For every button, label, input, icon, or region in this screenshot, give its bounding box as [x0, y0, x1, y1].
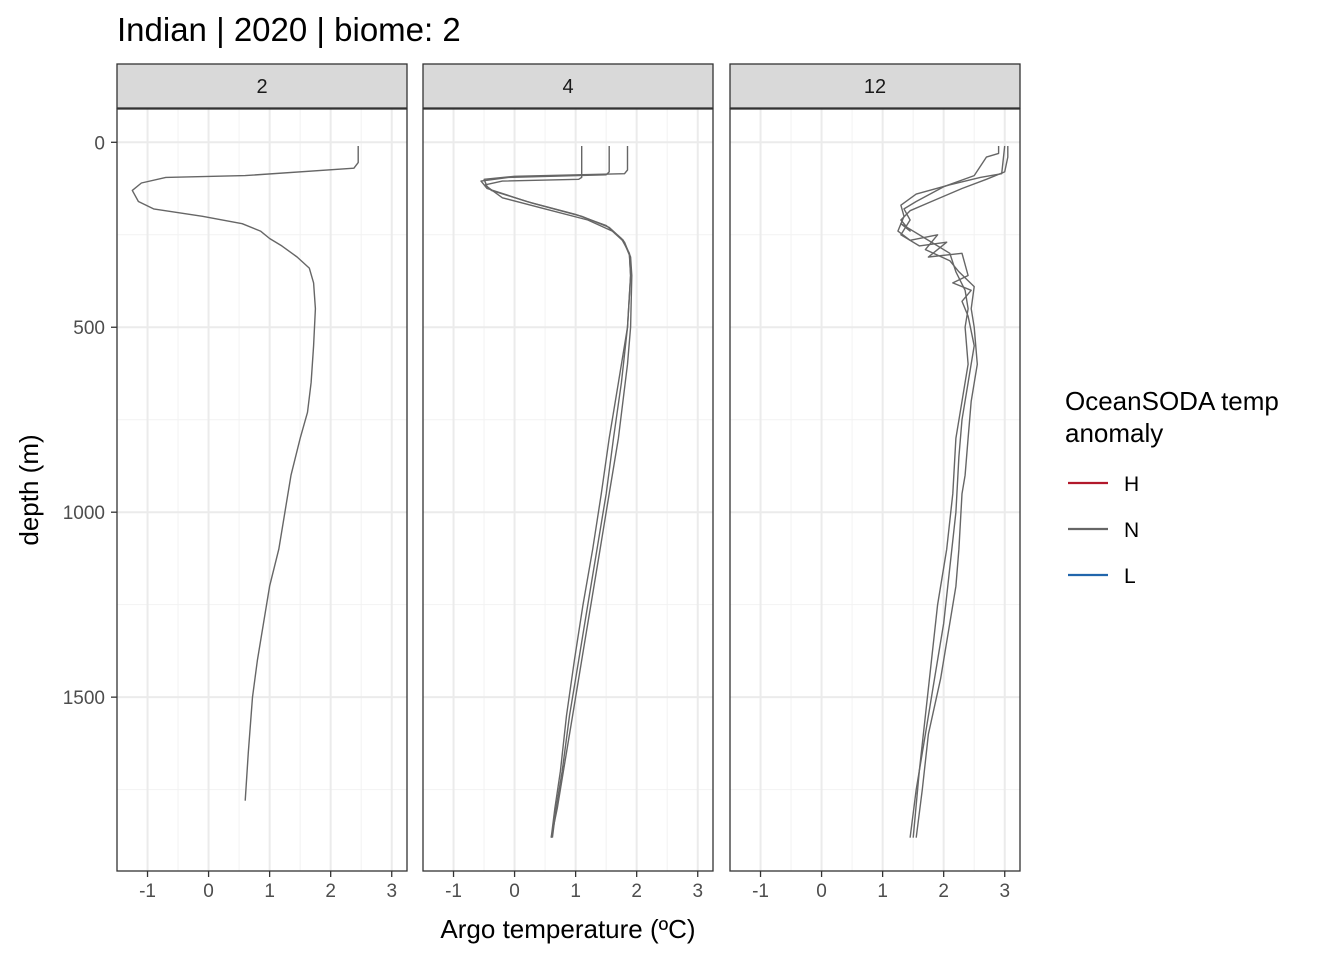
x-tick-label: 3	[692, 881, 703, 902]
x-tick-label: 1	[570, 881, 581, 902]
facet-panels: 2-1 0 1 2 34-1 0 1 2 312-1 0 1 2 3	[116, 63, 1021, 902]
profile-line-n	[484, 146, 632, 838]
facet-strip-label: 12	[864, 76, 886, 98]
legend-label: H	[1124, 473, 1139, 496]
y-axis: 0 500 1000 1500	[63, 133, 117, 709]
profile-line-n	[897, 145, 1006, 838]
panel-background	[117, 109, 407, 871]
legend-entry-h: H	[1068, 473, 1139, 496]
y-tick-label: 500	[73, 318, 105, 339]
legend-title-line-1: OceanSODA temp	[1065, 386, 1279, 416]
y-tick-label: 0	[94, 133, 105, 154]
x-tick-label: 2	[325, 881, 336, 902]
legend-entries: HNL	[1068, 473, 1139, 588]
facet-strip-label: 2	[256, 76, 267, 98]
facet-strip-label: 4	[562, 76, 573, 98]
x-tick-label: 3	[999, 881, 1010, 902]
legend: OceanSODA temp anomaly HNL	[1065, 386, 1279, 588]
x-tick-label: 3	[386, 881, 397, 902]
y-tick-label: 1500	[63, 688, 105, 709]
legend-title-line-2: anomaly	[1065, 418, 1163, 448]
panel-background	[423, 109, 713, 871]
facet-panel-4: 4 -1 0 1 2 3	[422, 63, 714, 902]
legend-label: N	[1124, 519, 1139, 542]
x-axis-title: Argo temperature (ºC)	[440, 914, 695, 944]
panel-border	[422, 108, 714, 872]
x-tick-label: 0	[203, 881, 214, 902]
x-tick-label: 1	[264, 881, 275, 902]
profile-line-n	[131, 146, 359, 801]
x-tick-label: -1	[445, 881, 462, 902]
x-tick-label: 0	[816, 881, 827, 902]
panel-background	[730, 109, 1020, 871]
legend-entry-l: L	[1068, 565, 1136, 588]
x-tick-label: 2	[631, 881, 642, 902]
facet-strip	[729, 63, 1021, 109]
x-tick-label: -1	[139, 881, 156, 902]
x-tick-label: 0	[509, 881, 520, 902]
facet-panel-2: 2 -1 0 1 2 3	[116, 63, 408, 902]
x-tick-label: 1	[877, 881, 888, 902]
legend-label: L	[1124, 565, 1136, 588]
facet-strip	[422, 63, 714, 109]
profile-line-n	[900, 146, 1000, 838]
y-axis-title: depth (m)	[14, 434, 44, 545]
panel-border	[116, 108, 408, 872]
x-tick-label: 2	[938, 881, 949, 902]
panel-border	[729, 108, 1021, 872]
profile-line-n	[900, 146, 1009, 838]
facet-panel-12: 12-1 0 1 2 3	[729, 63, 1021, 902]
x-tick-label: -1	[752, 881, 769, 902]
legend-entry-n: N	[1068, 519, 1139, 542]
facet-strip	[116, 63, 408, 109]
y-tick-label: 1000	[63, 503, 105, 524]
chart-title: Indian | 2020 | biome: 2	[117, 11, 461, 48]
profile-line-n	[483, 146, 633, 838]
